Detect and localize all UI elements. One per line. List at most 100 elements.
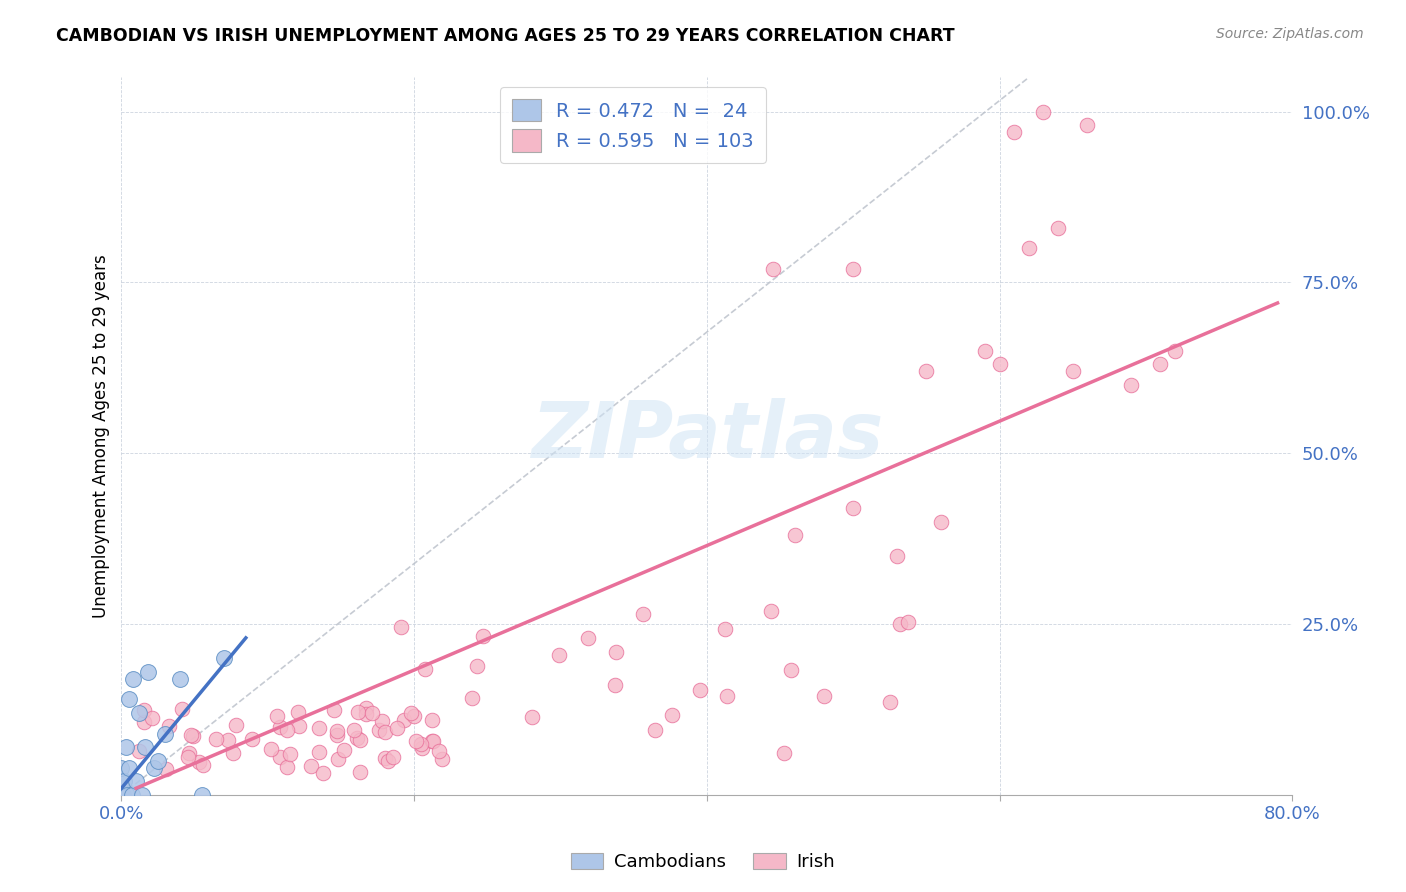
Point [134,714,156,729]
Point [114,740,136,755]
Point [1164,343,1187,358]
Point [1149,358,1171,372]
Point [141,711,163,725]
Point [131,788,153,802]
Point [973,343,995,358]
Point [842,501,865,516]
Point [125,774,148,789]
Point [1062,364,1084,378]
Point [1047,220,1070,235]
Point [405,734,427,748]
Point [204,732,226,747]
Legend: R = 0.472   N =  24, R = 0.595   N = 103: R = 0.472 N = 24, R = 0.595 N = 103 [501,87,766,163]
Point [422,733,444,747]
Point [889,617,911,632]
Point [155,762,177,776]
Point [354,701,377,715]
Point [308,745,330,759]
Point [413,662,436,676]
Point [110,784,132,798]
Point [155,726,177,740]
Point [212,651,235,665]
Point [879,695,901,709]
Point [349,733,371,747]
Point [1018,241,1040,255]
Point [374,724,396,739]
Point [349,764,371,779]
Point [897,615,920,629]
Point [287,706,309,720]
Text: CAMBODIAN VS IRISH UNEMPLOYMENT AMONG AGES 25 TO 29 YEARS CORRELATION CHART: CAMBODIAN VS IRISH UNEMPLOYMENT AMONG AG… [56,27,955,45]
Point [1076,118,1098,132]
Point [136,665,159,679]
Point [371,714,394,728]
Point [1002,125,1025,139]
Point [472,629,495,643]
Point [132,703,155,717]
Point [385,721,408,735]
Point [576,632,599,646]
Point [326,728,349,742]
Point [886,549,908,563]
Point [333,743,356,757]
Point [389,619,412,633]
Point [430,752,453,766]
Point [465,659,488,673]
Point [422,713,444,727]
Point [322,703,344,717]
Point [716,690,738,704]
Point [299,759,322,773]
Point [111,788,134,802]
Point [112,774,135,789]
Point [122,672,145,686]
Point [427,744,450,758]
Point [411,741,433,756]
Point [269,750,291,764]
Text: Source: ZipAtlas.com: Source: ZipAtlas.com [1216,27,1364,41]
Point [110,788,132,802]
Point [377,754,399,768]
Point [128,706,150,720]
Point [146,754,169,768]
Point [110,761,132,775]
Point [187,755,209,769]
Point [121,788,143,802]
Point [134,740,156,755]
Legend: Cambodians, Irish: Cambodians, Irish [564,846,842,879]
Point [110,774,132,789]
Point [1121,378,1143,392]
Point [222,746,245,760]
Point [915,364,938,378]
Point [547,648,569,663]
Point [308,721,330,735]
Point [117,788,139,802]
Point [713,622,735,636]
Point [813,689,835,703]
Point [225,718,247,732]
Point [779,663,801,677]
Point [343,723,366,738]
Point [128,743,150,757]
Point [633,607,655,622]
Point [266,709,288,723]
Y-axis label: Unemployment Among Ages 25 to 29 years: Unemployment Among Ages 25 to 29 years [93,254,110,618]
Point [347,705,370,719]
Point [842,261,865,276]
Point [399,706,422,721]
Point [759,604,782,618]
Point [240,732,263,747]
Point [176,750,198,764]
Point [402,709,425,723]
Point [326,752,349,766]
Point [278,747,301,762]
Point [354,706,377,721]
Point [118,761,141,775]
Point [644,723,666,737]
Point [605,645,627,659]
Point [193,757,215,772]
Point [181,729,204,743]
Point [368,723,391,737]
Point [180,728,202,742]
Point [172,702,194,716]
Point [169,672,191,686]
